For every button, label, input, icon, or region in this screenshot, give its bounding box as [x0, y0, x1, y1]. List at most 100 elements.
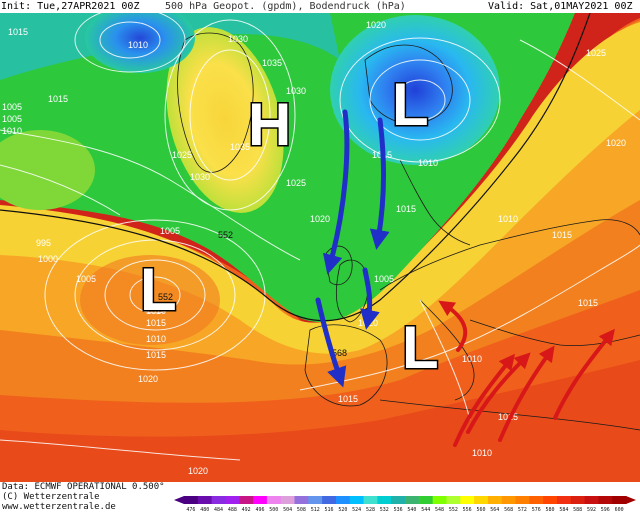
legend-label: 560: [476, 507, 485, 512]
isobar-label: 1000: [38, 254, 58, 264]
legend-swatch: [253, 496, 268, 504]
isobar-label: 1025: [286, 178, 306, 188]
data-source: Data: ECMWF OPERATIONAL 0.500°: [2, 482, 165, 492]
contour-label: 568: [332, 348, 347, 358]
map-canvas: 1015 1010 1020 1030 1035 1030 1015 1005 …: [0, 13, 640, 482]
isobar-label: 1010: [146, 334, 166, 344]
legend-label: 476: [186, 507, 195, 512]
contour-552: [0, 13, 591, 322]
cold-flow-arrows: [315, 109, 390, 388]
legend-label: 516: [325, 507, 334, 512]
legend-swatch: [294, 496, 309, 504]
legend-swatch: [584, 496, 599, 504]
legend-arrow-right: [626, 496, 636, 504]
isobar-label: 1020: [606, 138, 626, 148]
legend-swatch: [501, 496, 516, 504]
legend-arrow-left: [174, 496, 184, 504]
isobar-label: 1010: [418, 158, 438, 168]
legend-label: 592: [587, 507, 596, 512]
isobar-label: 1005: [2, 102, 22, 112]
legend-swatch: [474, 496, 489, 504]
legend-swatch: [598, 496, 613, 504]
weather-map: 1015 1010 1020 1030 1035 1030 1015 1005 …: [0, 13, 640, 482]
isobar-label: 1030: [286, 86, 306, 96]
legend-label: 564: [490, 507, 499, 512]
legend-label: 504: [283, 507, 292, 512]
map-title: 500 hPa Geopot. (gpdm), Bodendruck (hPa): [165, 1, 406, 12]
legend-swatch: [391, 496, 406, 504]
init-time: Init: Tue,27APR2021 00Z: [1, 1, 140, 12]
legend-swatch: [280, 496, 295, 504]
isobar-label: 1030: [228, 34, 248, 44]
isobar-label: 1015: [578, 298, 598, 308]
isobar-label: 1010: [128, 40, 148, 50]
legend-label: 576: [532, 507, 541, 512]
legend-label: 492: [242, 507, 251, 512]
legend-swatch: [184, 496, 199, 504]
legend-label: 544: [421, 507, 430, 512]
legend-label: 524: [352, 507, 361, 512]
isobar-label: 1020: [138, 374, 158, 384]
legend-swatch: [349, 496, 365, 504]
pressure-letters: H L L L: [139, 70, 441, 383]
blue-arrow: [369, 117, 390, 250]
isobar-label: 1020: [310, 214, 330, 224]
isobar-label: 1015: [146, 318, 166, 328]
warm-flow-arrows: [438, 300, 615, 447]
contour-label: 552: [218, 230, 233, 240]
isobar-label: 1015: [338, 394, 358, 404]
legend-swatch: [308, 496, 323, 504]
legend-swatch: [211, 496, 226, 504]
legend-label: 580: [546, 507, 555, 512]
isobar-label: 1010: [146, 306, 166, 316]
legend-label: 532: [380, 507, 389, 512]
legend-label: 540: [407, 507, 416, 512]
legend-swatch: [460, 496, 475, 504]
red-arrow: [498, 345, 555, 442]
legend-label: 480: [200, 507, 209, 512]
green-light-area: [0, 130, 95, 210]
isobar-label: 1010: [498, 214, 518, 224]
isobar-label: 1010: [2, 126, 22, 136]
isobar-label: 1015: [146, 350, 166, 360]
legend-label: 496: [255, 507, 264, 512]
legend-label: 512: [311, 507, 320, 512]
legend-swatch: [335, 496, 351, 504]
legend-swatch: [543, 496, 558, 504]
legend-swatch: [239, 496, 254, 504]
map-header: Init: Tue,27APR2021 00Z 500 hPa Geopot. …: [0, 0, 640, 13]
isobar-label: 1020: [366, 20, 386, 30]
red-arrow: [553, 328, 615, 420]
legend-swatch: [529, 496, 544, 504]
legend-swatch: [432, 496, 447, 504]
color-legend: 476 480 484 488 492 496 500 504 508 512 516 520 524 5…: [174, 496, 636, 512]
blue-arrow: [315, 297, 347, 388]
legend-label: 508: [297, 507, 306, 512]
contour-labels: 552 552 568: [158, 230, 347, 358]
legend-swatch: [225, 496, 240, 504]
legend-swatch: [197, 496, 213, 504]
legend-label: 548: [435, 507, 444, 512]
low-pressure-letter: L: [140, 256, 177, 323]
legend-label: 552: [449, 507, 458, 512]
blue-arrow: [360, 267, 380, 330]
legend-swatch: [322, 496, 337, 504]
low-pressure-northwest: [85, 13, 195, 73]
low-pressure-letter: L: [392, 71, 429, 138]
isobar-label: 1020: [188, 466, 208, 476]
low-pressure-letter: L: [402, 314, 439, 381]
legend-swatch: [363, 496, 378, 504]
legend-swatch: [446, 496, 461, 504]
isobar-label: 1035: [230, 142, 250, 152]
legend-swatch: [418, 496, 434, 504]
legend-label: 528: [366, 507, 375, 512]
legend-label: 584: [559, 507, 568, 512]
isobar-label: 1025: [172, 150, 192, 160]
legend-swatch: [570, 496, 586, 504]
legend-swatch: [515, 496, 530, 504]
legend-label: 588: [573, 507, 582, 512]
legend-label: 596: [601, 507, 610, 512]
legend-label: 556: [463, 507, 472, 512]
isobar-label: 1015: [498, 412, 518, 422]
legend-label: 500: [269, 507, 278, 512]
